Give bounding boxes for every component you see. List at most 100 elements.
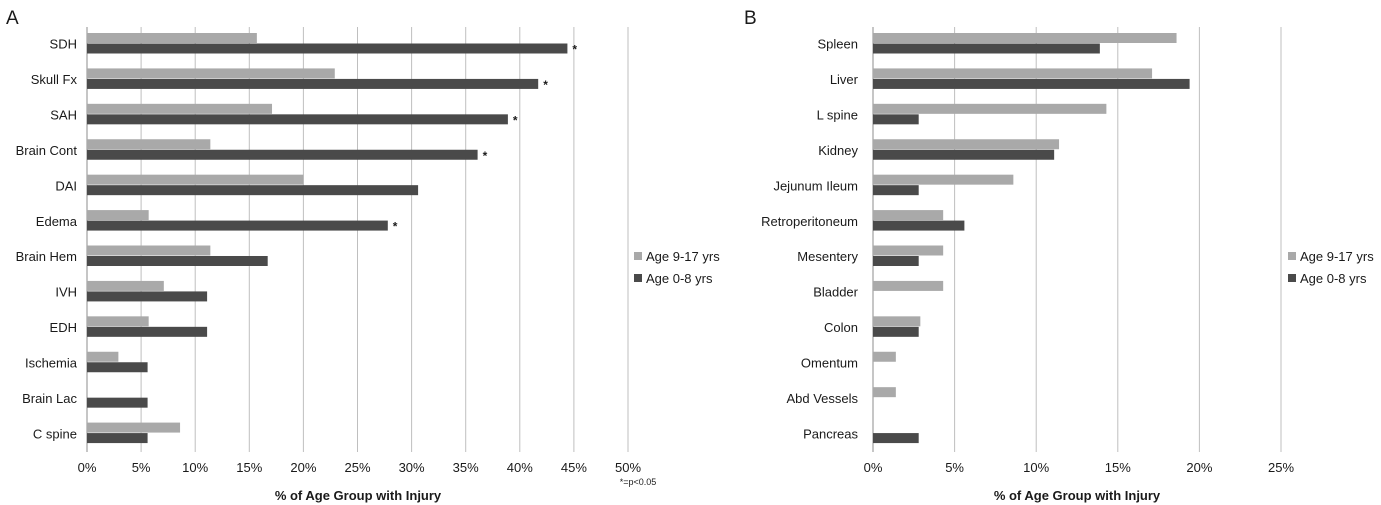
panel-b-bar-age-9-17	[873, 33, 1177, 43]
panel-b-bar-age-0-8	[873, 43, 1100, 54]
panel-b-category-label: Pancreas	[803, 426, 858, 441]
panel-a-bar-age-0-8	[87, 185, 419, 196]
panel-a-legend-label: Age 9-17 yrs	[646, 249, 720, 264]
panel-a-bar-age-0-8	[87, 397, 148, 408]
panel-a-bar-age-9-17	[87, 103, 273, 114]
panel-a-bar-age-0-8	[87, 326, 208, 337]
panel-b-bar-age-0-8	[873, 220, 965, 231]
panel-b-bar-age-0-8	[873, 185, 919, 196]
panel-a-bar-age-0-8	[87, 291, 208, 302]
panel-a-legend-label: Age 0-8 yrs	[646, 271, 713, 286]
panel-a-category-label: Edema	[36, 214, 78, 229]
panel-a-category-label: IVH	[55, 285, 77, 300]
panel-b-bar-age-9-17	[873, 387, 896, 398]
panel-b-category-label: Jejunum Ileum	[773, 178, 858, 193]
panel-a-bar-age-9-17	[87, 351, 119, 362]
panel-b-x-tick-label: 0%	[864, 460, 883, 475]
panel-b-x-tick-label: 20%	[1186, 460, 1212, 475]
panel-b-bar-age-9-17	[873, 245, 944, 256]
panel-b-bar-age-0-8	[873, 256, 919, 266]
panel-b-bar-age-9-17	[873, 351, 896, 362]
panel-b-bar-age-0-8	[873, 326, 919, 337]
panel-b-bar-age-0-8	[873, 149, 1055, 160]
panel-b-letter: B	[744, 8, 757, 29]
panel-a-category-label: Brain Hem	[16, 249, 77, 264]
panel-a-bar-age-0-8	[87, 362, 148, 373]
panel-b-category-label: Retroperitoneum	[761, 214, 858, 229]
panel-a-bar-age-9-17	[87, 245, 211, 256]
significance-star: *	[543, 78, 548, 92]
significance-star: *	[572, 43, 577, 57]
panel-a-bar-age-0-8	[87, 433, 148, 444]
panel-b-category-label: L spine	[817, 108, 858, 123]
panel-a-bar-age-9-17	[87, 210, 149, 221]
panel-a-bar-age-0-8	[87, 256, 268, 266]
panel-b-bar-age-9-17	[873, 103, 1107, 114]
panel-a-x-tick-label: 15%	[236, 460, 262, 475]
panel-a-category-label: SAH	[50, 108, 77, 123]
panel-b-bar-age-9-17	[873, 68, 1153, 79]
panel-a-legend-swatch	[634, 252, 642, 260]
panel-b-bar-age-0-8	[873, 433, 919, 444]
panel-b-bar-age-9-17	[873, 210, 944, 221]
panel-a-x-tick-label: 5%	[132, 460, 151, 475]
panel-a-x-tick-label: 50%	[615, 460, 641, 475]
panel-b-legend-swatch	[1288, 252, 1296, 260]
panel-a-x-tick-label: 35%	[453, 460, 479, 475]
chart-panel-a: A * * * * * SDH Skull Fx SAH Brain Cont DAI Edema…	[6, 8, 720, 503]
panel-a-x-tick-label: 45%	[561, 460, 587, 475]
panel-b-bar-age-0-8	[873, 114, 919, 125]
panel-b-x-tick-label: 15%	[1105, 460, 1131, 475]
panel-a-bar-age-9-17	[87, 422, 181, 433]
panel-a-bar-age-9-17	[87, 68, 335, 79]
significance-star: *	[513, 113, 518, 127]
panel-a-bar-age-9-17	[87, 33, 257, 43]
panel-b-category-label: Spleen	[818, 37, 858, 52]
panel-b-x-tick-label: 10%	[1023, 460, 1049, 475]
panel-a-x-tick-label: 0%	[78, 460, 97, 475]
panel-a-x-tick-label: 10%	[182, 460, 208, 475]
panel-a-category-label: Brain Lac	[22, 391, 77, 406]
panel-b-category-label: Omentum	[801, 355, 858, 370]
panel-b-category-label: Mesentery	[797, 249, 858, 264]
panel-a-category-label: Brain Cont	[16, 143, 78, 158]
panel-a-bar-age-9-17	[87, 139, 211, 150]
panel-a-letter: A	[6, 8, 19, 29]
panel-b-category-label: Liver	[830, 72, 859, 87]
panel-a-bar-age-9-17	[87, 280, 164, 291]
significance-star: *	[393, 220, 398, 234]
panel-a-bar-age-0-8	[87, 78, 539, 89]
panel-b-bar-age-9-17	[873, 316, 921, 327]
panel-b-category-label: Kidney	[818, 143, 858, 158]
panel-a-bar-age-0-8	[87, 149, 478, 160]
panel-a-legend-swatch	[634, 274, 642, 282]
significance-footnote: *=p<0.05	[620, 477, 657, 487]
panel-a-bar-age-0-8	[87, 220, 388, 231]
panel-a-bar-age-9-17	[87, 174, 304, 185]
panel-a-category-label: Skull Fx	[31, 72, 78, 87]
panel-b-legend-label: Age 0-8 yrs	[1300, 271, 1367, 286]
panel-a-category-label: C spine	[33, 426, 77, 441]
panel-b-x-tick-label: 5%	[945, 460, 964, 475]
panel-a-category-label: DAI	[55, 178, 77, 193]
chart-panel-b: B Spleen Liver L spine Kidney Jejunum Ileum R…	[744, 8, 1374, 503]
panel-b-bar-age-9-17	[873, 174, 1014, 185]
panel-a-x-tick-label: 20%	[290, 460, 316, 475]
panel-a-category-label: SDH	[50, 37, 77, 52]
panel-a-bar-age-0-8	[87, 43, 568, 54]
panel-a-x-axis-title: % of Age Group with Injury	[275, 488, 442, 503]
panel-b-category-label: Bladder	[813, 285, 858, 300]
panel-a-bar-age-0-8	[87, 114, 508, 125]
panel-a-bar-age-9-17	[87, 316, 149, 327]
panel-b-legend-swatch	[1288, 274, 1296, 282]
panel-b-bar-age-9-17	[873, 280, 944, 291]
panel-a-category-label: EDH	[50, 320, 77, 335]
panel-a-category-label: Ischemia	[25, 355, 78, 370]
panel-b-bar-age-0-8	[873, 78, 1190, 89]
panel-b-legend-label: Age 9-17 yrs	[1300, 249, 1374, 264]
panel-a-x-tick-label: 40%	[507, 460, 533, 475]
panel-b-category-label: Colon	[824, 320, 858, 335]
panel-a-x-tick-label: 25%	[344, 460, 370, 475]
panel-b-x-axis-title: % of Age Group with Injury	[994, 488, 1161, 503]
